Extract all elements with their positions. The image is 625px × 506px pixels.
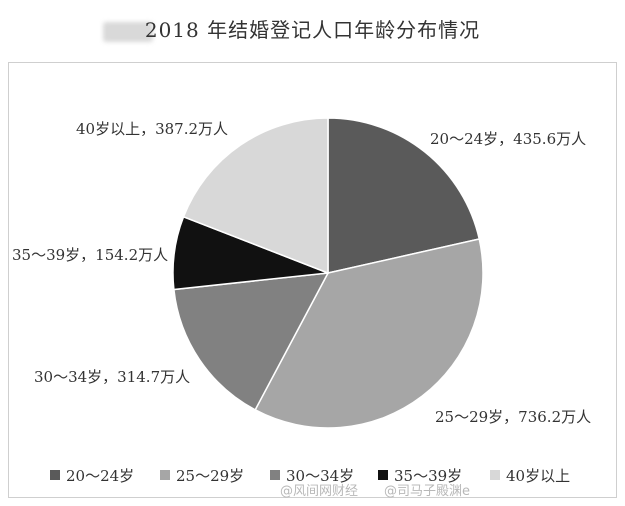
legend-label-2: 30～34岁 — [286, 467, 354, 485]
legend-label-0: 20～24岁 — [66, 467, 134, 485]
data-label-0: 20～24岁，435.6万人 — [430, 130, 586, 148]
pie-slice-1 — [254, 238, 484, 429]
chart-frame — [8, 62, 617, 498]
data-label-4: 40岁以上，387.2万人 — [76, 120, 228, 138]
pie-slice-4 — [182, 117, 329, 275]
pie-slice-0 — [327, 117, 481, 274]
watermark: @风间网财经 @司马子殿渊e — [280, 484, 470, 499]
data-label-3: 35～39岁，154.2万人 — [12, 246, 168, 264]
blurred-logo — [103, 22, 153, 42]
pie-slice-2 — [173, 272, 330, 411]
legend-swatch-3 — [378, 470, 388, 480]
legend-swatch-2 — [270, 470, 280, 480]
legend-swatch-0 — [50, 470, 60, 480]
legend-swatch-4 — [490, 470, 500, 480]
legend-label-3: 35～39岁 — [394, 467, 462, 485]
legend-label-1: 25～29岁 — [176, 467, 244, 485]
legend-label-4: 40岁以上 — [506, 467, 570, 485]
chart-title: 2018 年结婚登记人口年龄分布情况 — [144, 18, 481, 42]
legend-swatch-1 — [160, 470, 170, 480]
data-label-1: 25～29岁，736.2万人 — [435, 408, 591, 426]
data-label-2: 30～34岁，314.7万人 — [34, 368, 190, 386]
